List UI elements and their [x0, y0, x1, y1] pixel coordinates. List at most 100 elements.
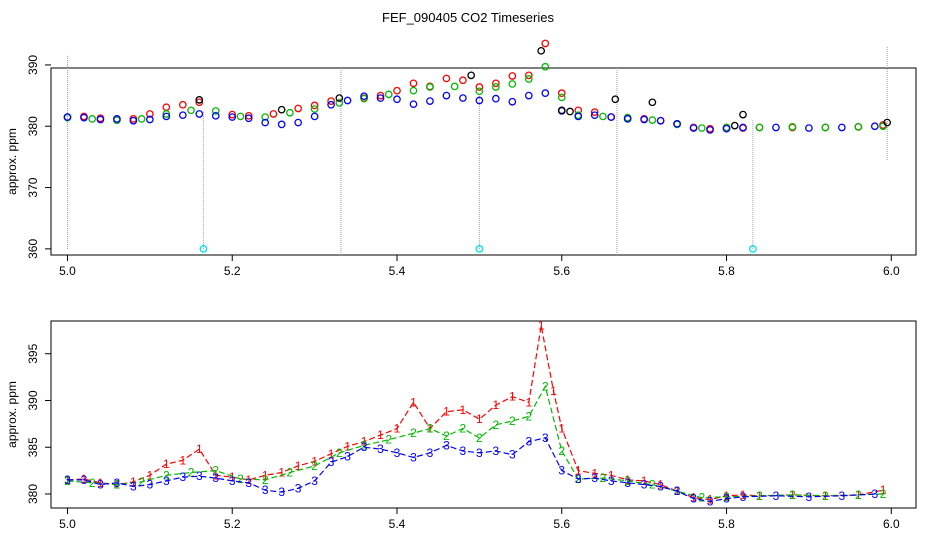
data-point-series1 — [162, 103, 171, 112]
data-point-series3 — [211, 111, 220, 120]
data-point-label-3: 3 — [624, 476, 631, 490]
data-point-series3 — [261, 118, 270, 127]
data-point-flagged — [195, 96, 204, 104]
data-point-series1 — [590, 108, 599, 116]
data-point-label-1: 1 — [229, 470, 236, 484]
data-point-label-2: 2 — [476, 431, 483, 445]
data-point-series1 — [442, 74, 451, 83]
data-point-label-3: 3 — [394, 446, 401, 460]
data-point-label-2: 2 — [756, 489, 763, 503]
x-tick-label: 5.8 — [718, 264, 735, 278]
data-point-label-1: 1 — [460, 403, 467, 417]
x-tick-label: 5.6 — [553, 517, 570, 531]
data-point-label-3: 3 — [229, 474, 236, 488]
data-point-series1 — [195, 98, 204, 107]
data-point-label-2: 2 — [649, 478, 656, 492]
data-point-label-2: 2 — [493, 418, 500, 432]
data-point-label-3: 3 — [460, 444, 467, 458]
series-line-3 — [67, 437, 875, 503]
data-point-label-1: 1 — [657, 478, 664, 492]
data-point-series2 — [599, 112, 607, 121]
data-point-label-1: 1 — [361, 435, 368, 449]
data-point-label-3: 3 — [344, 450, 351, 464]
y-tick-label: 380 — [26, 116, 40, 136]
data-point-label-3: 3 — [493, 444, 500, 458]
data-point-series1 — [508, 72, 517, 80]
data-point-label-1: 1 — [163, 457, 170, 471]
data-point-label-1: 1 — [690, 491, 697, 505]
top-panel: 5.0 5.2 5.4 5.6 5.8 6.0 360 370 380 390 approx. pp… — [5, 39, 917, 278]
data-point-label-3: 3 — [147, 478, 154, 492]
data-point-label-3: 3 — [558, 464, 565, 478]
data-point-series3 — [706, 126, 714, 134]
data-point-label-1: 1 — [641, 474, 648, 488]
data-point-label-3: 3 — [361, 440, 368, 454]
data-point-series2 — [557, 93, 566, 102]
series-line-1 — [67, 325, 884, 501]
data-point-label-2: 2 — [336, 446, 343, 460]
data-point-label-3: 3 — [443, 438, 450, 452]
y-tick-label: 370 — [26, 177, 40, 197]
data-point-series1 — [393, 86, 401, 95]
plot-frame — [50, 67, 917, 256]
data-point-series3 — [360, 92, 368, 101]
data-point-series2 — [648, 116, 657, 124]
data-point-series2 — [755, 123, 764, 132]
data-point-series2 — [384, 90, 393, 99]
data-point-series3 — [524, 91, 533, 100]
data-point-label-3: 3 — [328, 455, 335, 469]
y-tick-label: 395 — [26, 343, 40, 363]
data-point-series3 — [393, 95, 401, 104]
data-point-label-1: 1 — [756, 489, 763, 503]
data-point-label-1: 1 — [550, 384, 557, 398]
data-point-series3 — [574, 112, 583, 121]
data-point-series1 — [294, 104, 302, 113]
data-point-label-2: 2 — [188, 465, 195, 479]
data-point-label-3: 3 — [81, 473, 88, 487]
data-point-label-3: 3 — [196, 469, 203, 483]
data-point-label-3: 3 — [130, 479, 137, 493]
data-point-label-2: 2 — [427, 422, 434, 436]
data-point-series3 — [838, 123, 846, 132]
data-point-series2 — [310, 105, 319, 113]
data-point-series3 — [607, 113, 616, 121]
data-point-reference — [199, 245, 208, 253]
data-point-label-3: 3 — [591, 471, 598, 485]
data-point-label-3: 3 — [97, 478, 104, 492]
data-point-series1 — [269, 110, 278, 118]
x-tick-label: 5.2 — [224, 517, 241, 531]
data-point-label-2: 2 — [880, 487, 887, 501]
y-tick-label: 385 — [26, 437, 40, 457]
data-point-label-3: 3 — [674, 484, 681, 498]
data-point-label-1: 1 — [707, 493, 714, 507]
data-point-series2 — [788, 123, 797, 131]
data-point-flagged — [739, 110, 747, 119]
data-point-label-2: 2 — [410, 426, 417, 440]
data-point-series1 — [557, 89, 566, 97]
x-tick-label: 5.4 — [389, 264, 406, 278]
data-point-label-2: 2 — [723, 490, 730, 504]
data-point-label-2: 2 — [789, 488, 796, 502]
data-point-label-1: 1 — [525, 395, 532, 409]
data-point-label-1: 1 — [410, 395, 417, 409]
data-point-series2 — [162, 110, 171, 118]
data-point-series3 — [80, 113, 88, 122]
y-tick-label: 390 — [26, 55, 40, 75]
data-point-label-1: 1 — [608, 468, 615, 482]
data-point-flagged — [611, 95, 620, 104]
data-point-series3 — [146, 115, 154, 124]
chart-title: FEF_090405 CO2 Timeseries — [382, 10, 554, 25]
data-point-label-2: 2 — [855, 488, 862, 502]
data-point-label-1: 1 — [575, 464, 582, 478]
data-point-label-3: 3 — [410, 451, 417, 465]
data-point-series1 — [541, 39, 550, 48]
plot-frame — [50, 320, 917, 509]
data-point-label-2: 2 — [525, 409, 532, 423]
data-point-series3 — [96, 115, 105, 124]
data-point-label-3: 3 — [525, 435, 532, 449]
data-point-series2 — [854, 123, 863, 131]
data-point-label-3: 3 — [871, 487, 878, 501]
data-point-label-1: 1 — [723, 489, 730, 503]
data-point-label-3: 3 — [377, 442, 384, 456]
